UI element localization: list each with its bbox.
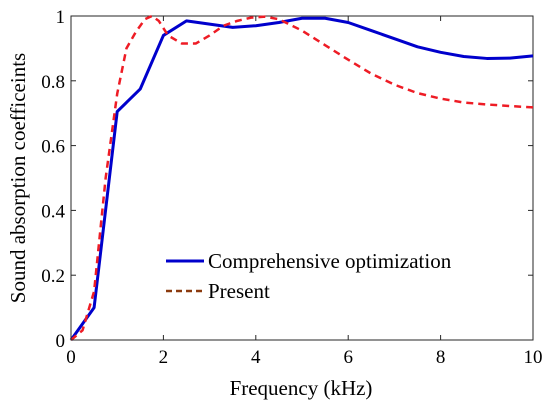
x-axis-title: Frequency (kHz) xyxy=(230,376,373,400)
x-axis-ticks: 0 2 4 6 8 10 xyxy=(66,16,543,368)
y-tick-label: 0 xyxy=(56,331,66,352)
x-tick-label: 0 xyxy=(66,347,76,368)
y-tick-label: 0.6 xyxy=(41,137,65,158)
y-tick-label: 1 xyxy=(56,7,66,28)
series-line-present xyxy=(70,14,534,341)
legend: Comprehensive optimization Present xyxy=(166,249,452,303)
plot-area xyxy=(69,14,534,341)
y-tick-label: 0.8 xyxy=(41,72,65,93)
y-axis-ticks: 0 0.2 0.4 0.6 0.8 1 xyxy=(41,7,533,352)
legend-label-present: Present xyxy=(208,279,270,303)
y-tick-label: 0.4 xyxy=(41,201,65,222)
series-line-comprehensive-optimization xyxy=(69,16,534,341)
y-axis-title: Sound absorption coefficeints xyxy=(6,53,30,303)
x-tick-label: 4 xyxy=(251,347,261,368)
plot-frame xyxy=(70,15,534,341)
x-tick-label: 6 xyxy=(343,347,353,368)
legend-label-comprehensive: Comprehensive optimization xyxy=(208,249,452,273)
y-tick-label: 0.2 xyxy=(41,266,65,287)
x-tick-label: 2 xyxy=(159,347,169,368)
x-tick-label: 8 xyxy=(436,347,446,368)
x-tick-label: 10 xyxy=(524,347,543,368)
